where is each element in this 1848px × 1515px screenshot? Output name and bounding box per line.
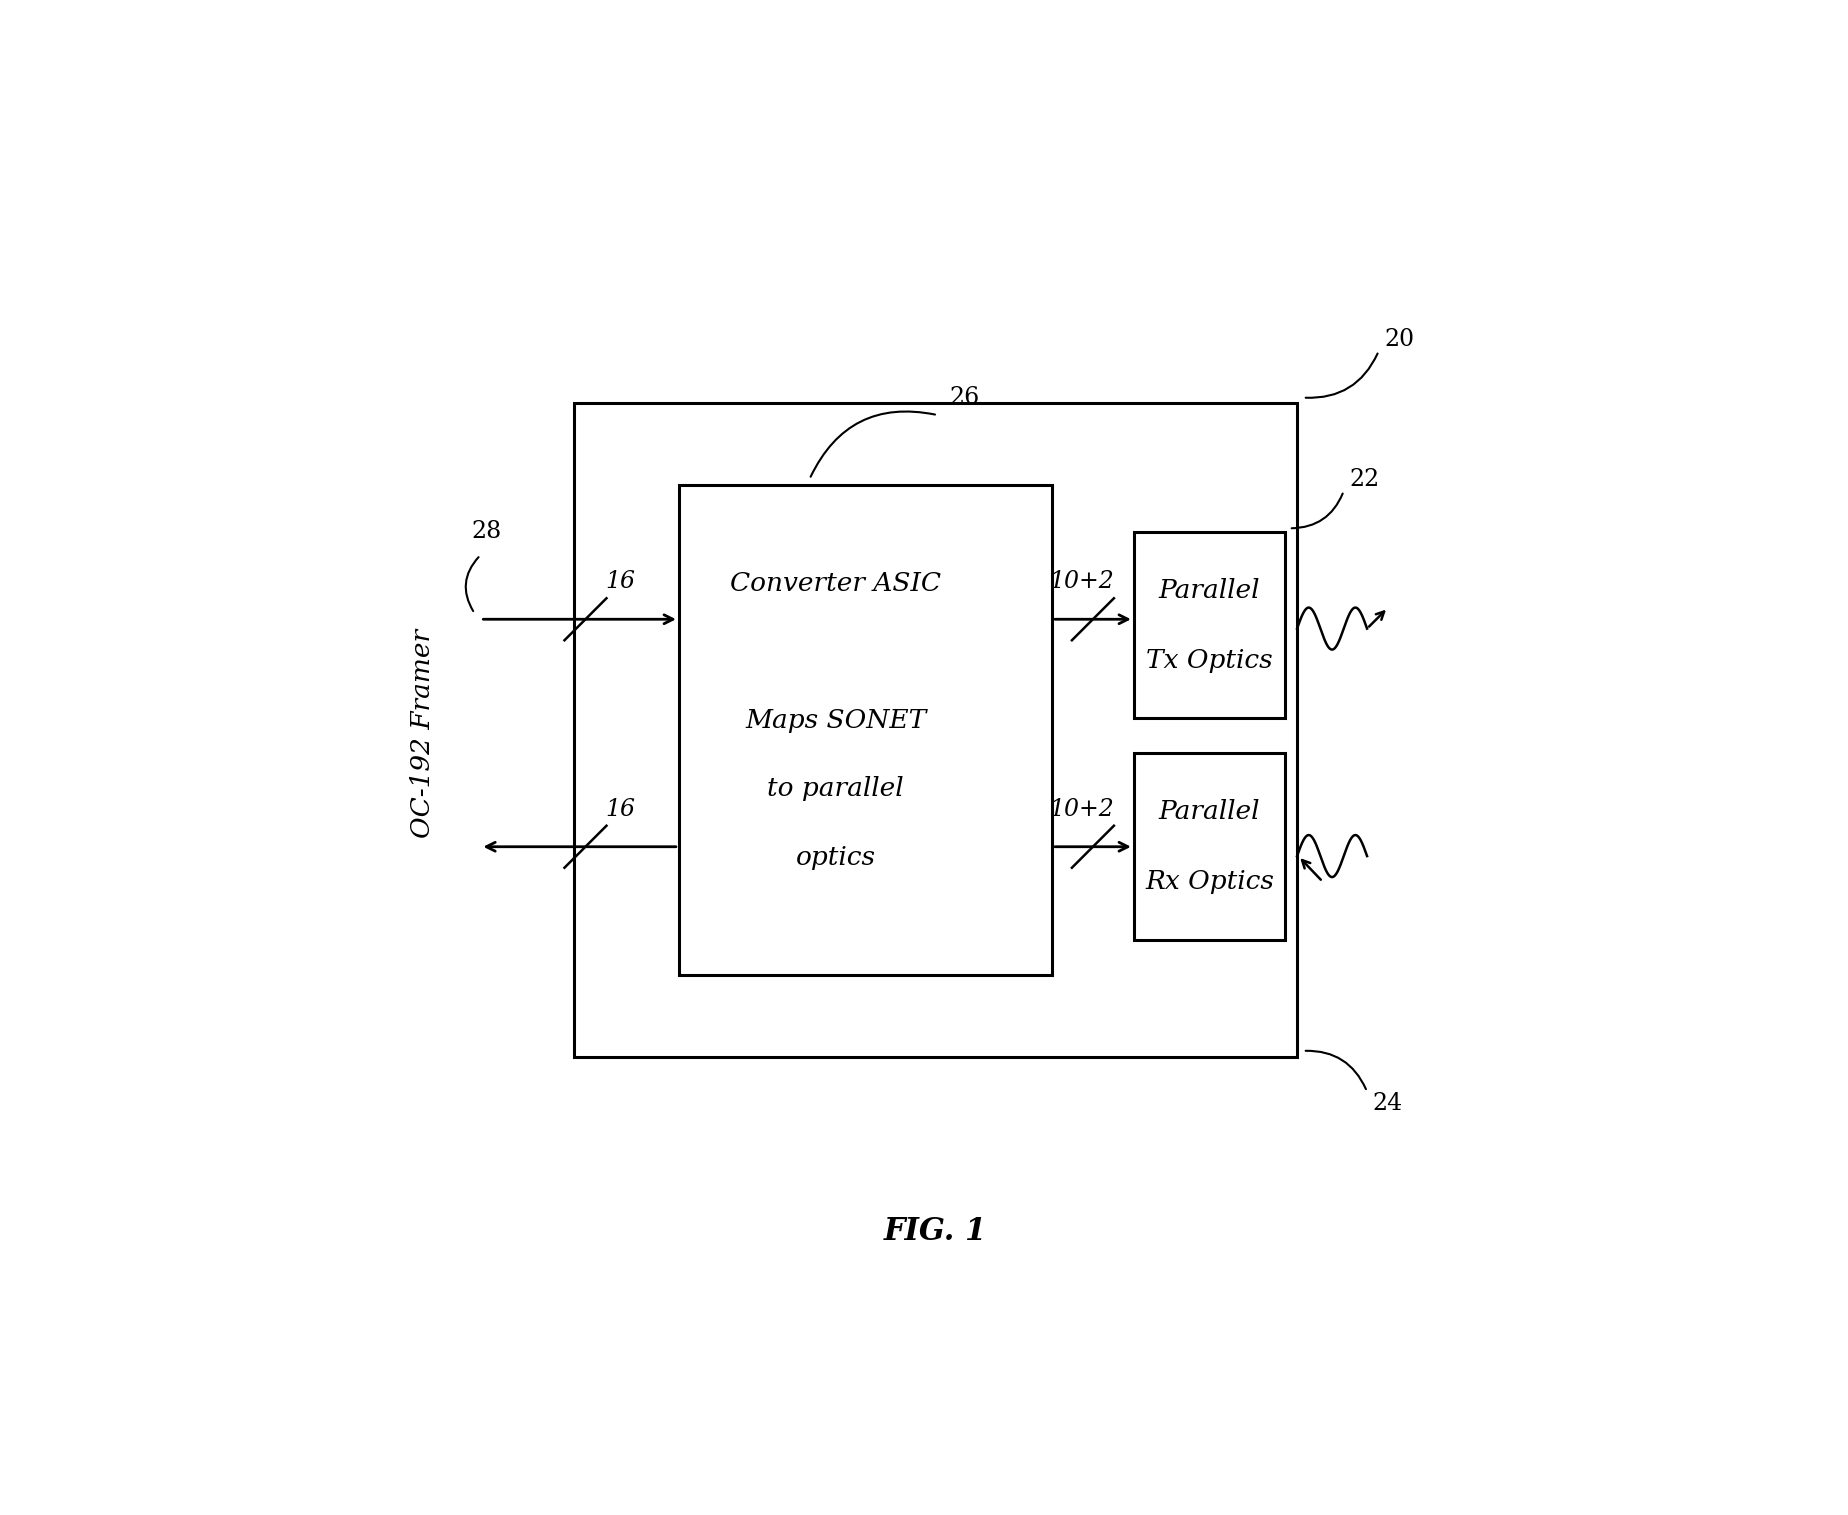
- Text: optics: optics: [796, 845, 876, 870]
- Text: Tx Optics: Tx Optics: [1146, 647, 1273, 673]
- Text: 24: 24: [1373, 1092, 1403, 1115]
- Text: 10+2: 10+2: [1050, 798, 1114, 821]
- Text: 16: 16: [606, 571, 636, 594]
- Text: 20: 20: [1384, 327, 1416, 351]
- Text: to parallel: to parallel: [767, 776, 904, 801]
- Bar: [575, 403, 1297, 1057]
- Bar: [1135, 753, 1286, 939]
- Text: 10+2: 10+2: [1050, 571, 1114, 594]
- Text: Parallel: Parallel: [1159, 800, 1260, 824]
- Text: 26: 26: [950, 386, 979, 409]
- Text: FIG. 1: FIG. 1: [883, 1217, 987, 1247]
- Text: Rx Optics: Rx Optics: [1146, 870, 1273, 894]
- Text: OC-192 Framer: OC-192 Framer: [410, 629, 434, 838]
- Text: 22: 22: [1349, 468, 1380, 491]
- Text: Parallel: Parallel: [1159, 577, 1260, 603]
- Text: Converter ASIC: Converter ASIC: [730, 571, 941, 595]
- Text: Maps SONET: Maps SONET: [745, 708, 926, 733]
- Bar: [1135, 532, 1286, 718]
- Bar: [678, 485, 1052, 976]
- Text: 28: 28: [471, 520, 501, 544]
- Text: 16: 16: [606, 798, 636, 821]
